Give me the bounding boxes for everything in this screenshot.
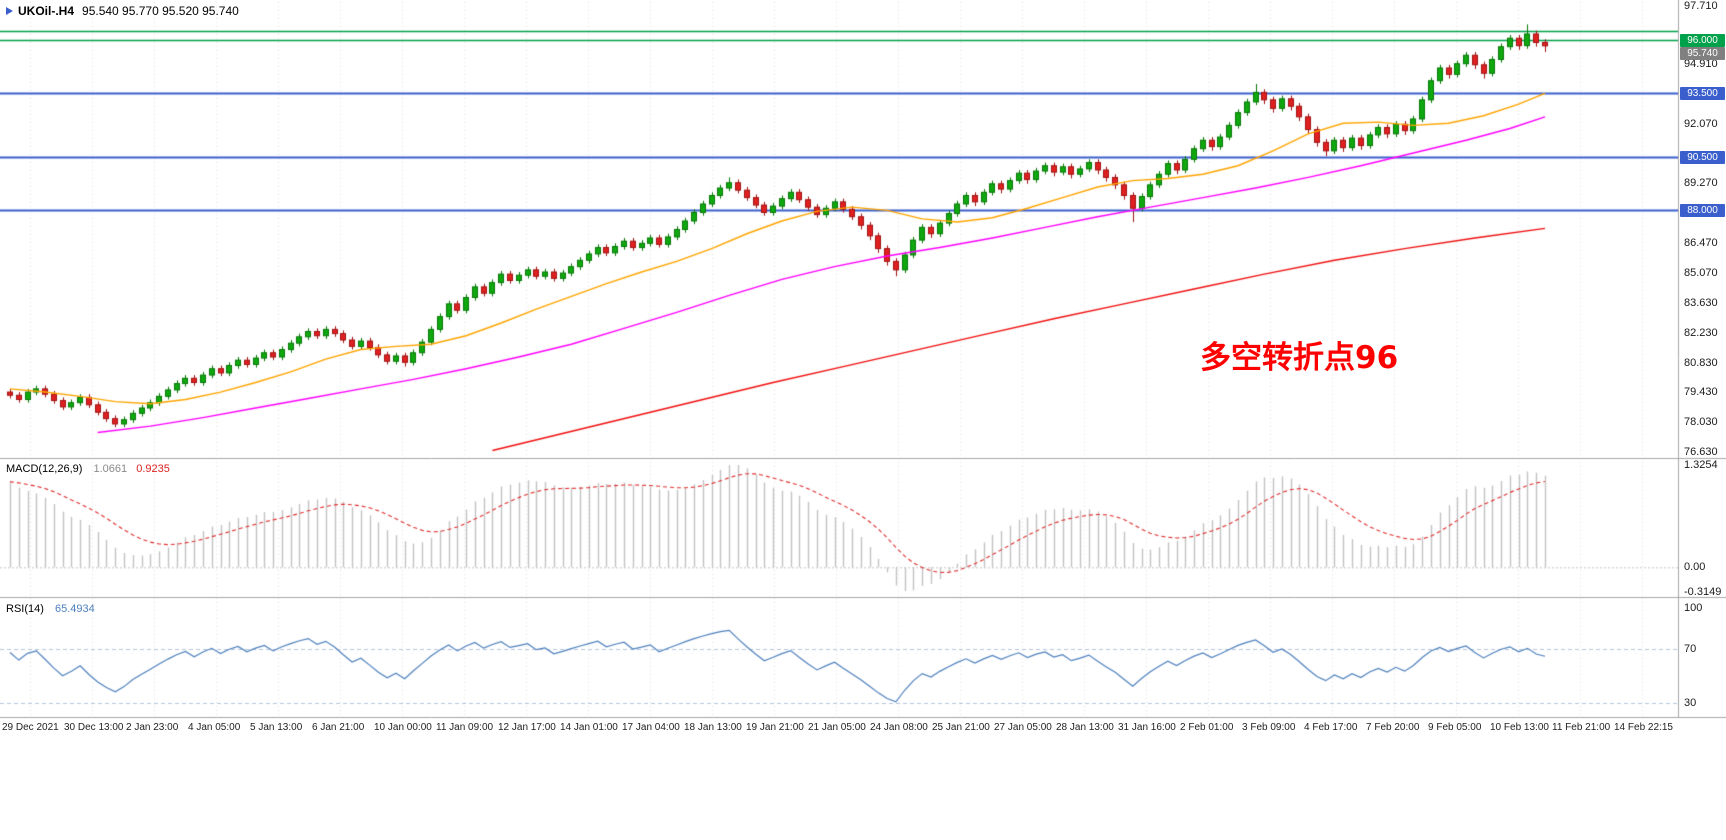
time-axis-label: 17 Jan 04:00	[622, 722, 680, 733]
price-axis-tick: 94.910	[1684, 57, 1718, 70]
price-axis-tick: 78.030	[1684, 416, 1718, 429]
price-badge: 96.000	[1680, 33, 1725, 47]
time-axis-label: 9 Feb 05:00	[1428, 722, 1482, 733]
price-axis-tick: 83.630	[1684, 297, 1718, 310]
quote-ohlc: 95.540 95.770 95.520 95.740	[82, 4, 239, 18]
price-axis-tick: 80.830	[1684, 356, 1718, 369]
symbol-title: UKOil-.H4	[18, 4, 75, 18]
time-axis-label: 21 Jan 05:00	[808, 722, 866, 733]
time-axis-label: 2 Jan 23:00	[126, 722, 179, 733]
time-axis-label: 14 Jan 01:00	[560, 722, 618, 733]
macd-panel-header: MACD(12,26,9) 1.0661 0.9235	[6, 463, 176, 475]
symbol-marker-icon	[6, 7, 13, 15]
rsi-axis-tick: 30	[1684, 696, 1697, 709]
time-axis-label: 12 Jan 17:00	[498, 722, 556, 733]
rsi-axis-tick: 70	[1684, 642, 1697, 655]
time-axis-label: 3 Feb 09:00	[1242, 722, 1296, 733]
time-axis-label: 10 Feb 13:00	[1490, 722, 1549, 733]
chart-annotation-text: 多空转折点96	[1200, 340, 1399, 376]
time-axis-label: 10 Jan 00:00	[374, 722, 432, 733]
price-axis-tick: 82.230	[1684, 326, 1718, 339]
time-axis-label: 25 Jan 21:00	[932, 722, 990, 733]
price-panel-header: UKOil-.H4 95.540 95.770 95.520 95.740	[6, 4, 245, 18]
time-axis-label: 7 Feb 20:00	[1366, 722, 1420, 733]
rsi-value: 65.4934	[54, 603, 95, 615]
time-axis-label: 24 Jan 08:00	[870, 722, 928, 733]
macd-title: MACD(12,26,9)	[6, 463, 83, 475]
macd-axis-zero: 0.00	[1684, 561, 1706, 574]
time-axis-label: 4 Feb 17:00	[1304, 722, 1358, 733]
price-badge: 88.000	[1680, 203, 1725, 217]
time-axis-label: 14 Feb 22:15	[1614, 722, 1673, 733]
time-axis-label: 2 Feb 01:00	[1180, 722, 1234, 733]
time-axis-label: 28 Jan 13:00	[1056, 722, 1114, 733]
time-axis-label: 11 Feb 21:00	[1552, 722, 1611, 733]
macd-signal-value: 0.9235	[136, 463, 170, 475]
price-axis-tick: 79.430	[1684, 386, 1718, 399]
time-axis-label: 31 Jan 16:00	[1118, 722, 1176, 733]
time-axis-label: 19 Jan 21:00	[746, 722, 804, 733]
time-axis-label: 6 Jan 21:00	[312, 722, 365, 733]
time-axis-label: 18 Jan 13:00	[684, 722, 742, 733]
price-axis-tick: 76.630	[1684, 446, 1718, 458]
macd-axis-min: -0.3149	[1684, 586, 1722, 598]
price-badge: 93.500	[1680, 86, 1725, 100]
time-axis-label: 27 Jan 05:00	[994, 722, 1052, 733]
price-badge: 90.500	[1680, 150, 1725, 164]
time-axis-label: 11 Jan 09:00	[436, 722, 494, 733]
time-axis-label: 5 Jan 13:00	[250, 722, 303, 733]
time-axis-label: 30 Dec 13:00	[64, 722, 124, 733]
rsi-panel-header: RSI(14) 65.4934	[6, 603, 101, 615]
price-axis-tick: 89.270	[1684, 177, 1718, 190]
price-axis-tick: 86.470	[1684, 236, 1718, 249]
rsi-title: RSI(14)	[6, 603, 44, 615]
rsi-axis-tick: 100	[1684, 602, 1703, 614]
macd-axis-max: 1.3254	[1684, 459, 1718, 471]
time-axis-label: 4 Jan 05:00	[188, 722, 241, 733]
price-axis-tick: 97.710	[1684, 0, 1718, 12]
price-badge: 95.740	[1680, 46, 1725, 60]
price-axis-tick: 92.070	[1684, 117, 1718, 130]
time-axis-label: 29 Dec 2021	[2, 722, 59, 733]
macd-main-value: 1.0661	[93, 463, 128, 475]
price-axis-tick: 85.070	[1684, 266, 1718, 279]
